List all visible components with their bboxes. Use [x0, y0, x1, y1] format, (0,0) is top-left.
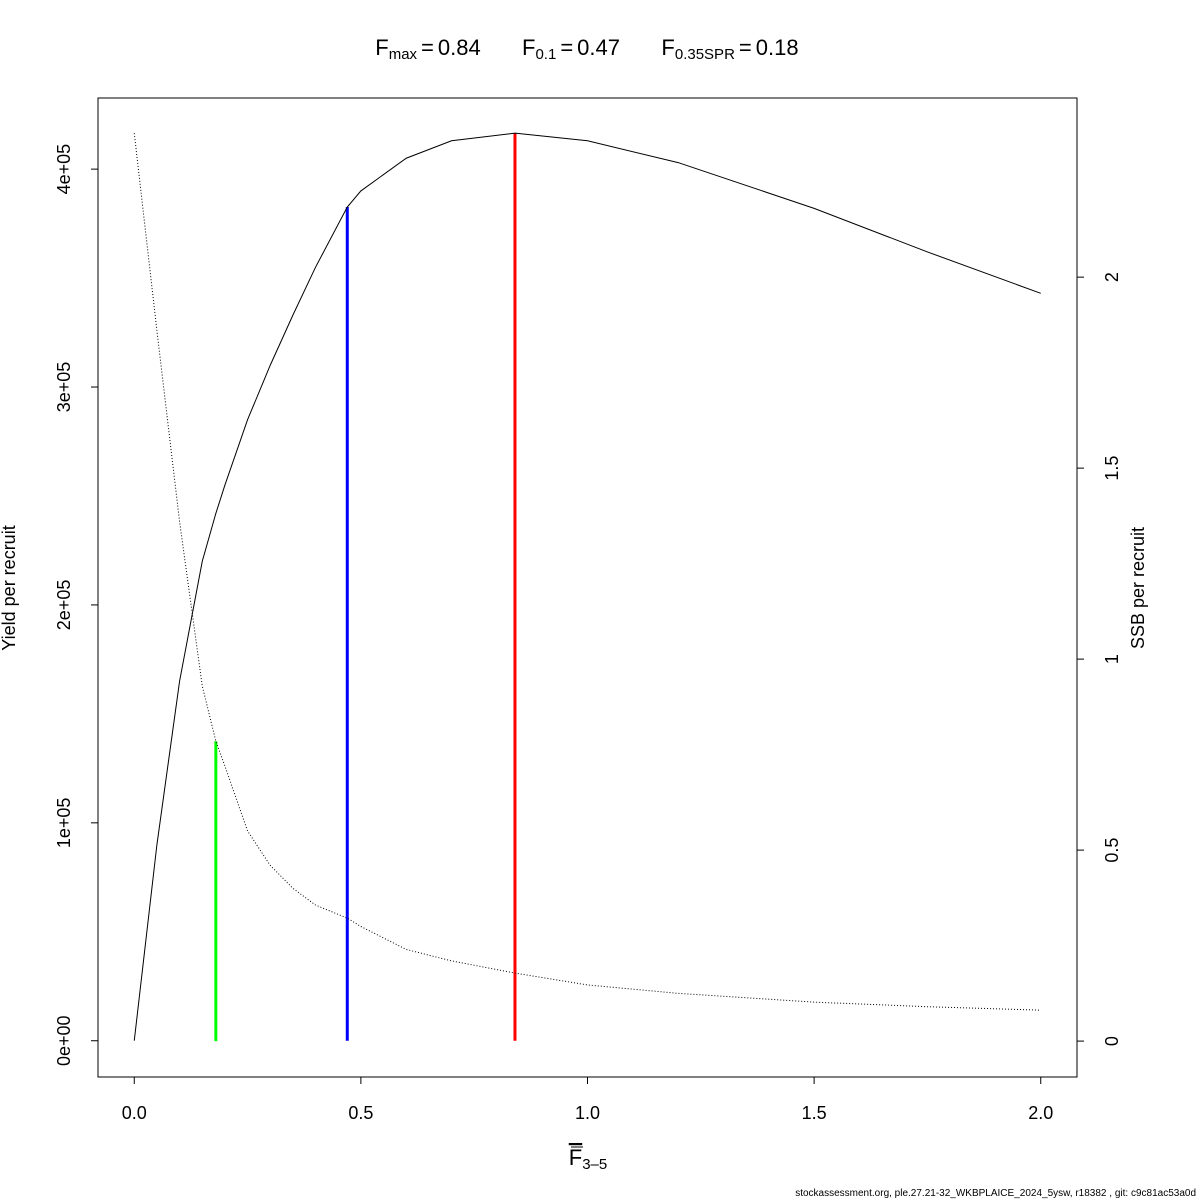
y2-tick-label: 1 [1102, 654, 1122, 664]
title-relation: = [421, 35, 434, 60]
y-tick-label: 1e+05 [54, 798, 74, 849]
title-symbol: F [661, 35, 674, 60]
title-item: Fmax = 0.84 [375, 35, 480, 63]
title-value: 0.84 [438, 35, 481, 60]
y2-axis-label: SSB per recruit [1128, 527, 1148, 649]
title-relation: = [560, 35, 573, 60]
x-axis-label: F3–5 [569, 1145, 607, 1173]
x-label-subscript: 3–5 [582, 1156, 607, 1173]
x-label-symbol: F [569, 1145, 582, 1170]
x-tick-label: 0.5 [348, 1103, 373, 1123]
y-tick-label: 3e+05 [54, 362, 74, 413]
footer: stockassessment.org, ple.27.21-32_WKBPLA… [795, 1188, 1196, 1199]
x-tick-label: 1.0 [575, 1103, 600, 1123]
x-tick-label: 2.0 [1028, 1103, 1053, 1123]
y2-tick-label: 0 [1102, 1036, 1122, 1046]
y-tick-label: 0e+00 [54, 1015, 74, 1066]
y2-tick-label: 0.5 [1102, 838, 1122, 863]
series-line [133, 133, 1041, 1011]
x-tick-label: 0.0 [122, 1103, 147, 1123]
y-tick-label: 2e+05 [54, 580, 74, 631]
title-subscript: 0.1 [535, 46, 556, 63]
y-axis-label: Yield per recruit [0, 525, 19, 650]
title-value: 0.47 [577, 35, 620, 60]
title-subscript: 0.35SPR [675, 46, 735, 63]
title-symbol: F [522, 35, 535, 60]
title-item: F0.1 = 0.47 [522, 35, 620, 63]
y2-tick-label: 1.5 [1102, 456, 1122, 481]
plot-frame [97, 97, 1078, 1078]
x-tick-label: 1.5 [802, 1103, 827, 1123]
y2-tick-label: 2 [1102, 272, 1122, 282]
title-relation: = [739, 35, 752, 60]
title-subscript: max [389, 46, 418, 63]
title-item: F0.35SPR = 0.18 [661, 35, 798, 63]
title-symbol: F [375, 35, 388, 60]
title-value: 0.18 [756, 35, 799, 60]
series-line [133, 132, 1041, 1041]
y-tick-label: 4e+05 [54, 144, 74, 195]
